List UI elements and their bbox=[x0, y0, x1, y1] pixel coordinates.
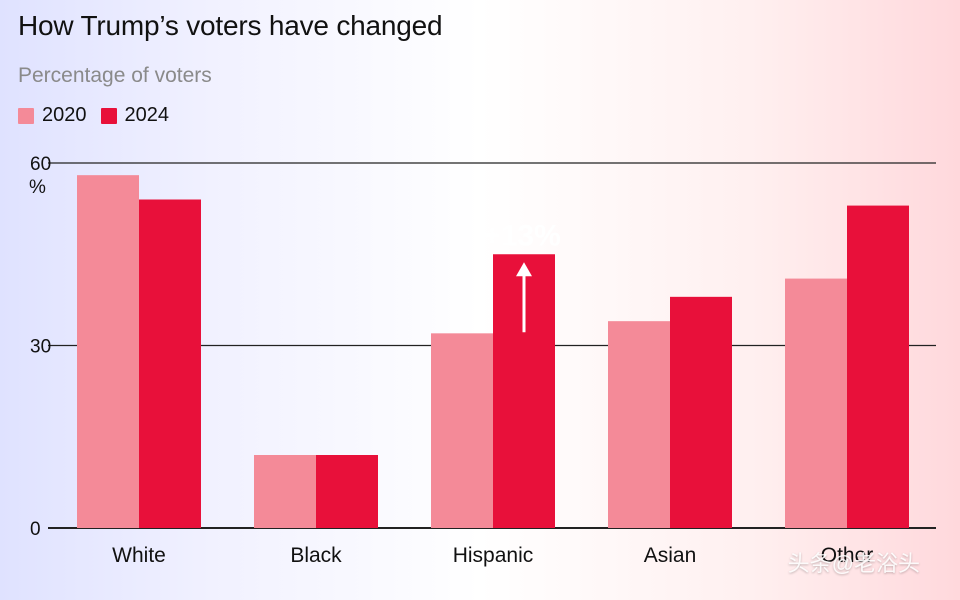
bar-asian-2020 bbox=[608, 321, 670, 528]
bar-black-2024 bbox=[316, 455, 378, 528]
annotation-arrow-head bbox=[516, 262, 532, 277]
legend: 2020 2024 bbox=[18, 104, 169, 127]
legend-label-2024: 2024 bbox=[124, 104, 170, 126]
y-unit-label: % bbox=[29, 177, 46, 198]
x-tick-label-black: Black bbox=[290, 544, 342, 567]
legend-label-2020: 2020 bbox=[42, 104, 87, 126]
y-tick-label-60: 60 bbox=[30, 154, 51, 175]
x-tick-label-hispanic: Hispanic bbox=[453, 544, 534, 567]
bar-white-2024 bbox=[139, 199, 201, 528]
annotation-label: +13% bbox=[483, 219, 561, 252]
bar-other-2020 bbox=[785, 278, 847, 528]
legend-item-2024: 2024 bbox=[100, 104, 170, 127]
y-tick-label-0: 0 bbox=[30, 519, 41, 540]
legend-swatch-2024 bbox=[100, 107, 117, 124]
y-tick-label-30: 30 bbox=[30, 337, 51, 358]
bar-asian-2024 bbox=[670, 296, 732, 528]
bar-white-2020 bbox=[77, 175, 139, 528]
watermark: 头条@老浴头 bbox=[787, 551, 920, 576]
bar-hispanic-2020 bbox=[431, 333, 493, 528]
x-tick-label-other: Other bbox=[821, 544, 874, 567]
x-tick-label-white: White bbox=[112, 544, 166, 567]
y-axis-label: Percentage of voters bbox=[18, 64, 212, 87]
legend-swatch-2020 bbox=[18, 107, 34, 124]
bar-black-2020 bbox=[254, 455, 316, 528]
x-tick-label-asian: Asian bbox=[644, 544, 697, 567]
chart-title: How Trump’s voters have changed bbox=[18, 10, 443, 41]
bar-other-2024 bbox=[847, 205, 909, 529]
legend-item-2020: 2020 bbox=[18, 104, 87, 127]
